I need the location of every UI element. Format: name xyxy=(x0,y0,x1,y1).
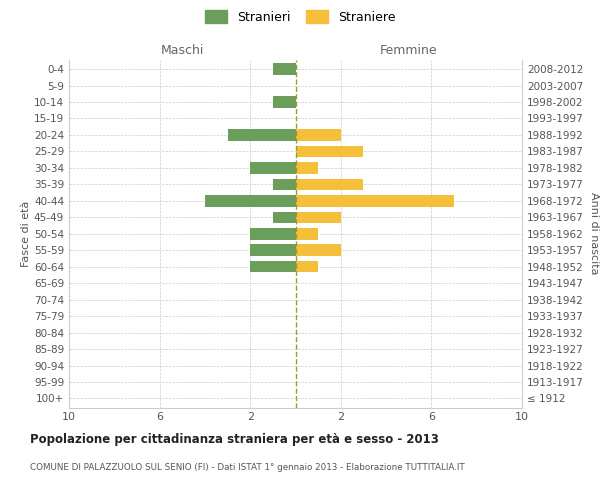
Bar xyxy=(296,261,318,272)
Bar xyxy=(296,129,341,140)
Bar xyxy=(227,129,296,140)
Bar xyxy=(296,195,454,206)
Bar xyxy=(296,228,318,239)
Bar xyxy=(205,195,296,206)
Text: COMUNE DI PALAZZUOLO SUL SENIO (FI) - Dati ISTAT 1° gennaio 2013 - Elaborazione : COMUNE DI PALAZZUOLO SUL SENIO (FI) - Da… xyxy=(30,462,465,471)
Legend: Stranieri, Straniere: Stranieri, Straniere xyxy=(201,6,399,28)
Bar xyxy=(296,146,364,157)
Y-axis label: Fasce di età: Fasce di età xyxy=(21,200,31,267)
Bar xyxy=(273,64,296,75)
Bar xyxy=(273,96,296,108)
Y-axis label: Anni di nascita: Anni di nascita xyxy=(589,192,599,275)
Bar xyxy=(296,162,318,173)
Text: Maschi: Maschi xyxy=(161,44,204,57)
Bar xyxy=(250,244,296,256)
Text: Femmine: Femmine xyxy=(380,44,437,57)
Bar xyxy=(296,212,341,223)
Bar xyxy=(273,212,296,223)
Text: Popolazione per cittadinanza straniera per età e sesso - 2013: Popolazione per cittadinanza straniera p… xyxy=(30,432,439,446)
Bar xyxy=(296,178,364,190)
Bar xyxy=(273,178,296,190)
Bar xyxy=(296,244,341,256)
Bar xyxy=(250,261,296,272)
Bar xyxy=(250,162,296,173)
Bar xyxy=(250,228,296,239)
